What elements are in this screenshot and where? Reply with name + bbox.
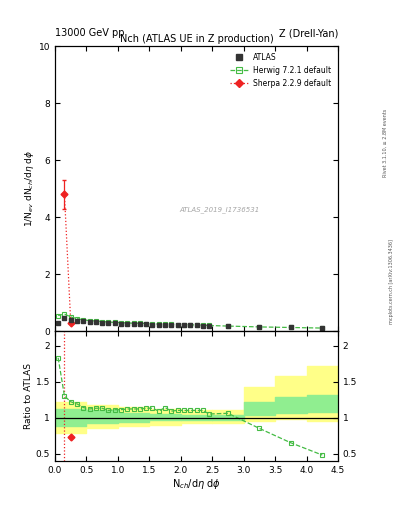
Y-axis label: Ratio to ATLAS: Ratio to ATLAS xyxy=(24,363,33,429)
Text: Z (Drell-Yan): Z (Drell-Yan) xyxy=(279,28,338,38)
Legend: ATLAS, Herwig 7.2.1 default, Sherpa 2.2.9 default: ATLAS, Herwig 7.2.1 default, Sherpa 2.2.… xyxy=(227,50,334,91)
Text: ATLAS_2019_I1736531: ATLAS_2019_I1736531 xyxy=(179,206,259,213)
Y-axis label: 1/N$_{ev}$ dN$_{ch}$/d$\eta$ d$\phi$: 1/N$_{ev}$ dN$_{ch}$/d$\eta$ d$\phi$ xyxy=(23,150,36,227)
Title: Nch (ATLAS UE in Z production): Nch (ATLAS UE in Z production) xyxy=(119,34,274,44)
Text: 13000 GeV pp: 13000 GeV pp xyxy=(55,28,125,38)
Text: mcplots.cern.ch [arXiv:1306.3436]: mcplots.cern.ch [arXiv:1306.3436] xyxy=(389,239,393,324)
Text: Rivet 3.1.10, ≥ 2.8M events: Rivet 3.1.10, ≥ 2.8M events xyxy=(383,109,387,178)
X-axis label: N$_{ch}$/d$\eta$ d$\phi$: N$_{ch}$/d$\eta$ d$\phi$ xyxy=(172,477,221,492)
